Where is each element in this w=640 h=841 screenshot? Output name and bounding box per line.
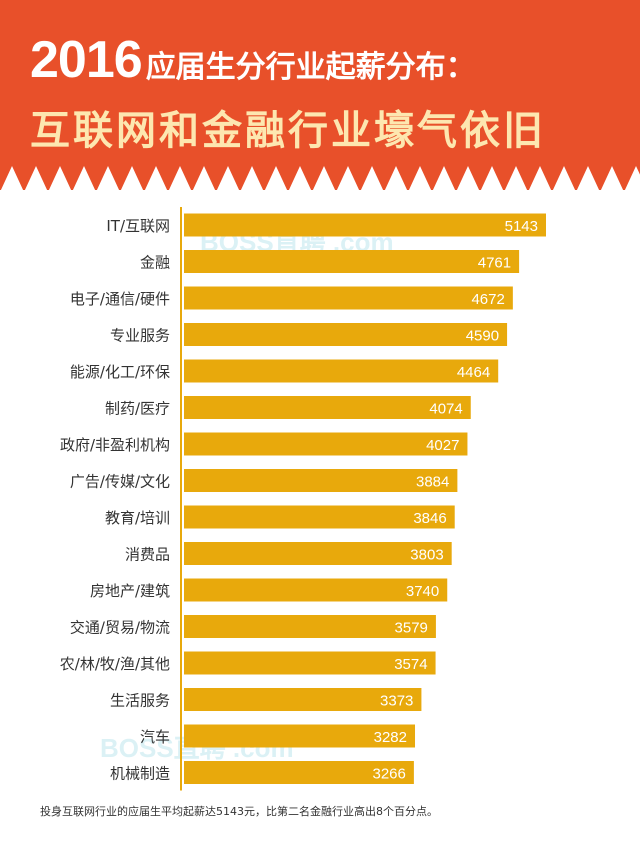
bar <box>184 615 436 638</box>
category-label: 房地产/建筑 <box>90 582 170 600</box>
bar <box>184 505 455 529</box>
category-label: 消费品 <box>125 546 170 564</box>
bar <box>184 213 546 237</box>
bar <box>184 323 508 346</box>
value-label: 3266 <box>373 766 406 783</box>
category-label: IT/互联网 <box>106 217 170 235</box>
value-label: 4761 <box>478 255 511 272</box>
category-label: 教育/培训 <box>105 509 170 527</box>
category-label: 制药/医疗 <box>105 400 170 418</box>
value-label: 4074 <box>429 401 462 418</box>
category-label: 专业服务 <box>110 327 170 345</box>
bar <box>184 432 468 456</box>
value-label: 4672 <box>471 291 504 308</box>
value-label: 4590 <box>466 328 499 345</box>
bar <box>184 761 414 784</box>
bar <box>184 469 458 492</box>
value-label: 3373 <box>380 693 413 710</box>
category-label: 广告/传媒/文化 <box>70 473 170 491</box>
category-label: 生活服务 <box>110 692 170 710</box>
category-label: 政府/非盈利机构 <box>60 436 170 454</box>
bar <box>184 724 416 748</box>
zigzag-edge <box>0 166 640 192</box>
title-year: 2016 <box>30 31 143 89</box>
category-label: 电子/通信/硬件 <box>70 290 170 308</box>
value-label: 3803 <box>410 547 443 564</box>
value-label: 5143 <box>505 218 538 235</box>
value-label: 4464 <box>457 364 490 381</box>
value-label: 3740 <box>406 583 439 600</box>
bar-chart: IT/互联网 5143 金融 4761 电子/通信/硬件 4672 专业服务 4590 能源/化… <box>60 207 546 791</box>
header-banner: 2016 应届生分行业起薪分布： 互联网和金融行业壕气依旧 <box>0 0 640 192</box>
value-label: 4027 <box>426 437 459 454</box>
bar <box>184 286 513 310</box>
bar <box>184 396 471 419</box>
category-label: 交通/贸易/物流 <box>70 619 170 637</box>
category-label: 能源/化工/环保 <box>70 363 170 381</box>
value-label: 3579 <box>395 620 428 637</box>
footnote: 投身互联网行业的应届生平均起薪达5143元，比第二名金融行业高出8个百分点。 <box>40 805 438 818</box>
bar <box>184 359 499 383</box>
value-label: 3884 <box>416 474 449 491</box>
bar <box>184 250 520 273</box>
value-label: 3574 <box>394 656 427 673</box>
category-label: 农/林/牧/渔/其他 <box>60 655 170 673</box>
value-label: 3846 <box>413 510 446 527</box>
category-label: 机械制造 <box>110 765 170 783</box>
bar <box>184 651 436 675</box>
category-label: 汽车 <box>140 728 170 746</box>
category-label: 金融 <box>140 254 170 272</box>
value-label: 3282 <box>374 729 407 746</box>
title-subject: 应届生分行业起薪分布： <box>145 50 476 85</box>
bar <box>184 542 452 565</box>
bar <box>184 578 448 602</box>
bar <box>184 688 422 711</box>
title-line-1: 2016 应届生分行业起薪分布： <box>30 30 476 90</box>
title-line-2: 互联网和金融行业壕气依旧 <box>30 108 546 154</box>
